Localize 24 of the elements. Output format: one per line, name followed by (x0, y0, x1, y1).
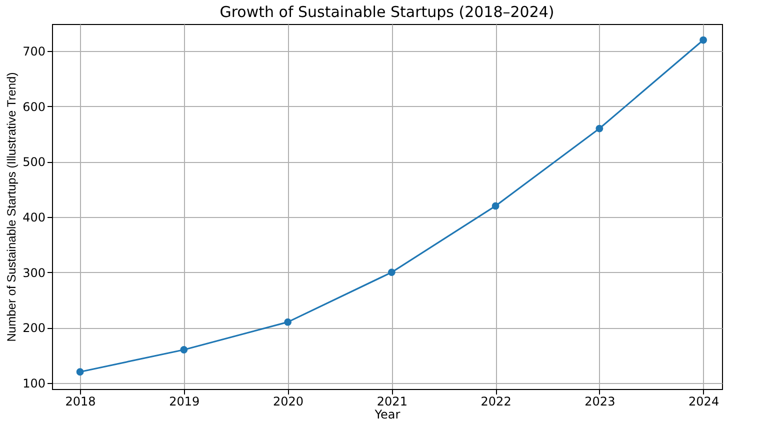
y-tick-label: 300 (22, 266, 46, 280)
y-tick-label: 500 (22, 155, 46, 170)
point (492, 202, 500, 210)
y-tick-label: 600 (22, 100, 46, 114)
x-tick-label: 2019 (169, 394, 200, 408)
point (284, 318, 292, 326)
x-tick-label: 2018 (65, 394, 96, 408)
x-tick-label: 2024 (688, 394, 720, 408)
chart-title: Growth of Sustainable Startups (2018–2024) (220, 3, 554, 21)
y-axis-title: Number of Sustainable Startups (Illustrative Trend) (4, 72, 19, 342)
x-axis-title: Year (374, 408, 400, 422)
y-tick-label: 700 (22, 44, 46, 59)
x-tick-label: 2021 (376, 394, 408, 408)
point (700, 36, 708, 44)
x-tick-label: 2020 (273, 394, 304, 408)
y-tick-label: 400 (22, 210, 46, 225)
point (180, 346, 188, 354)
y-tick-label: 200 (22, 321, 46, 336)
point (388, 268, 396, 276)
y-tick-label: 100 (22, 376, 46, 390)
x-tick-label: 2022 (480, 394, 512, 408)
point (76, 368, 84, 376)
x-tick-label: 2023 (584, 394, 616, 408)
point (596, 124, 604, 132)
